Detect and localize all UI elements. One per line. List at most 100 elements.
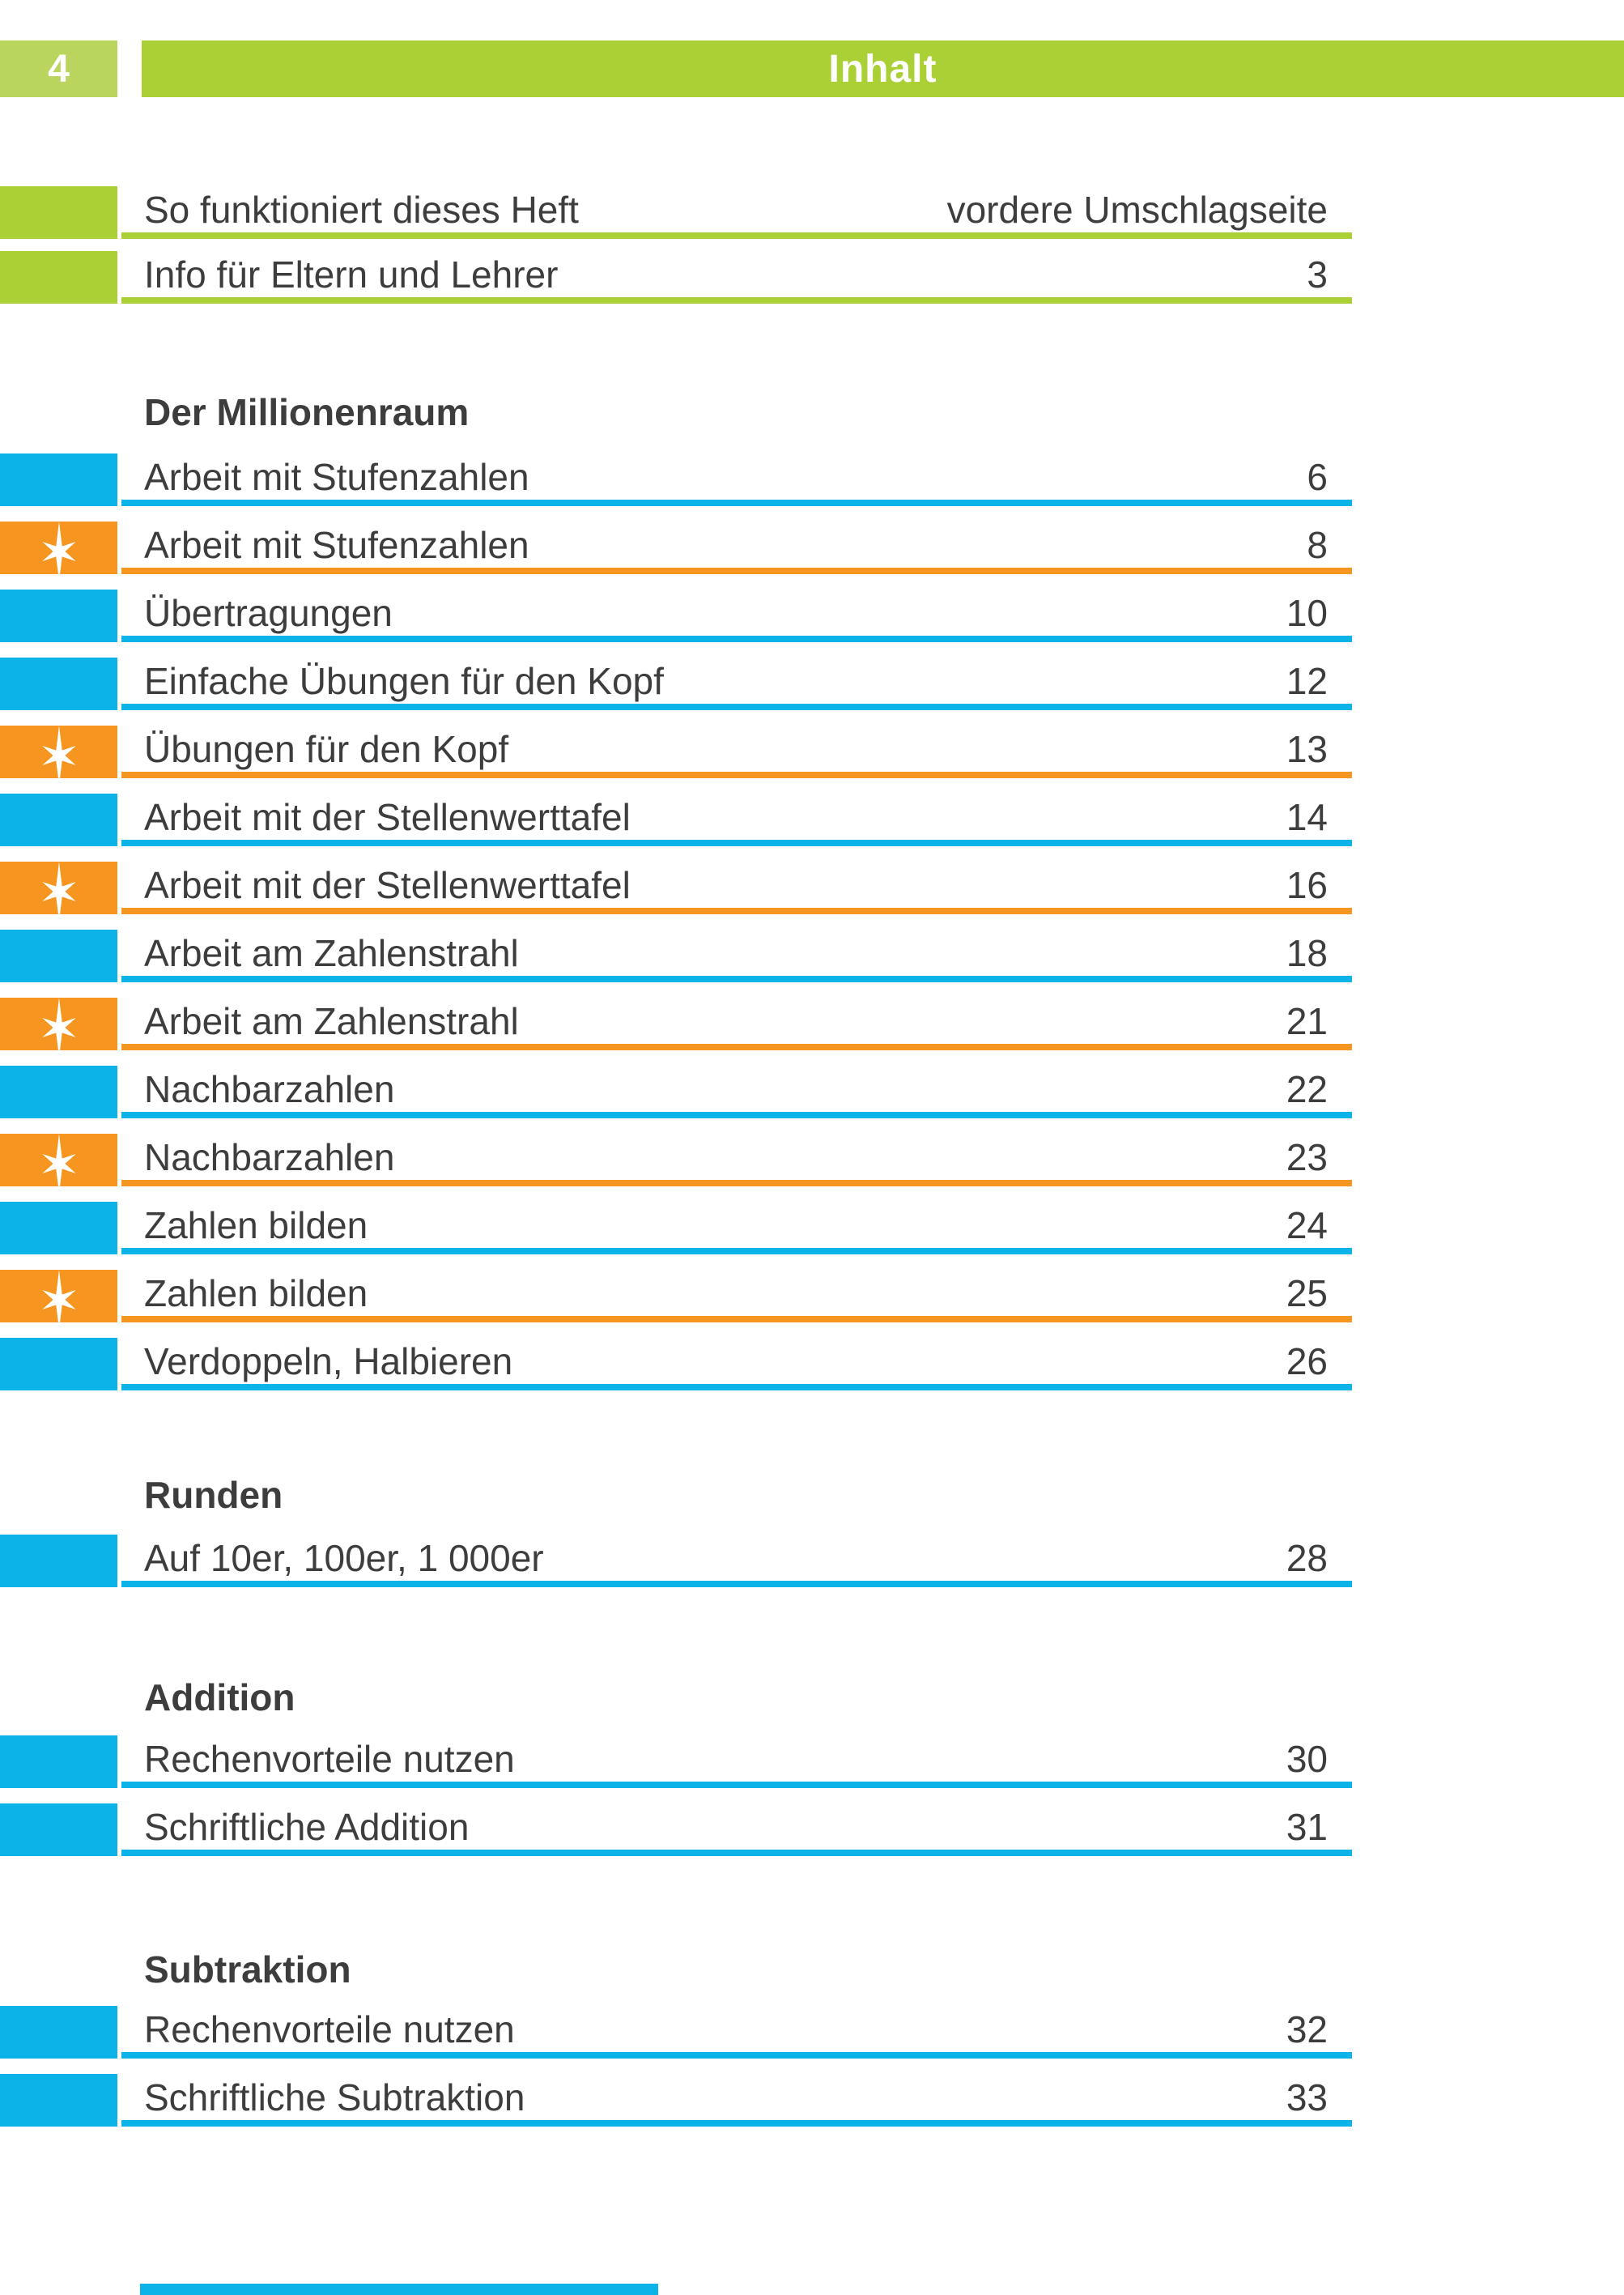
row-page-number: 21 [1286, 999, 1328, 1042]
row-page-number: 28 [1286, 1536, 1328, 1579]
row-page-number: 12 [1286, 659, 1328, 702]
toc-row: Nachbarzahlen 23 [0, 1134, 1352, 1194]
row-marker [0, 522, 117, 581]
row-title: Rechenvorteile nutzen [144, 1737, 515, 1780]
toc-row: Arbeit am Zahlenstrahl 18 [0, 930, 1352, 982]
star-icon [41, 862, 76, 922]
row-marker [0, 1735, 117, 1788]
row-page-number: 13 [1286, 727, 1328, 770]
star-icon [41, 1134, 76, 1194]
toc-row: Verdoppeln, Halbieren 26 [0, 1338, 1352, 1390]
star-icon [41, 998, 76, 1058]
row-page-number: 26 [1286, 1339, 1328, 1382]
row-marker [0, 862, 117, 922]
toc-row: Rechenvorteile nutzen 32 [0, 2006, 1352, 2059]
row-page-number: 3 [1307, 253, 1328, 296]
row-marker [0, 1338, 117, 1390]
row-page-number: 25 [1286, 1271, 1328, 1314]
row-page-number: 24 [1286, 1203, 1328, 1246]
row-title: Zahlen bilden [144, 1203, 368, 1246]
row-title: Einfache Übungen für den Kopf [144, 659, 664, 702]
toc-row: Auf 10er, 100er, 1 000er 28 [0, 1535, 1352, 1587]
row-page-number: 33 [1286, 2076, 1328, 2118]
row-marker [0, 1535, 117, 1587]
row-marker [0, 726, 117, 786]
cutoff-row-marker [140, 2284, 658, 2295]
row-title: Verdoppeln, Halbieren [144, 1339, 513, 1382]
toc-row: Arbeit am Zahlenstrahl 21 [0, 998, 1352, 1058]
toc-row: Zahlen bilden 25 [0, 1270, 1352, 1330]
row-page-number: 6 [1307, 455, 1328, 498]
toc-row: Arbeit mit Stufenzahlen 6 [0, 453, 1352, 506]
row-title: Arbeit am Zahlenstrahl [144, 999, 519, 1042]
row-page-number: vordere Umschlagseite [946, 188, 1328, 231]
row-marker [0, 590, 117, 642]
row-title: Rechenvorteile nutzen [144, 2008, 515, 2050]
row-title: So funktioniert dieses Heft [144, 188, 579, 231]
star-icon [41, 522, 76, 581]
row-page-number: 10 [1286, 591, 1328, 634]
toc-row: Nachbarzahlen 22 [0, 1066, 1352, 1118]
section-heading: Runden [144, 1474, 283, 1516]
row-page-number: 16 [1286, 863, 1328, 906]
toc-row: Arbeit mit der Stellenwerttafel 16 [0, 862, 1352, 922]
page-number-box: 4 [0, 40, 117, 97]
toc-row: Info für Eltern und Lehrer 3 [0, 251, 1352, 304]
toc-row: Arbeit mit Stufenzahlen 8 [0, 522, 1352, 581]
page-number: 4 [48, 47, 70, 91]
toc-row: Schriftliche Subtraktion 33 [0, 2074, 1352, 2127]
toc-row: Übertragungen 10 [0, 590, 1352, 642]
star-icon [41, 726, 76, 786]
row-page-number: 30 [1286, 1737, 1328, 1780]
row-marker [0, 2074, 117, 2127]
row-title: Zahlen bilden [144, 1271, 368, 1314]
toc: So funktioniert dieses Heft vordere Umsc… [0, 186, 1352, 2142]
row-marker [0, 1202, 117, 1254]
row-title: Arbeit mit Stufenzahlen [144, 455, 529, 498]
toc-row: Schriftliche Addition 31 [0, 1803, 1352, 1856]
row-page-number: 14 [1286, 795, 1328, 838]
section-heading: Der Millionenraum [144, 391, 470, 433]
row-page-number: 18 [1286, 931, 1328, 974]
row-page-number: 31 [1286, 1805, 1328, 1848]
row-title: Auf 10er, 100er, 1 000er [144, 1536, 544, 1579]
toc-row: Übungen für den Kopf 13 [0, 726, 1352, 786]
row-title: Übungen für den Kopf [144, 727, 509, 770]
header-bar: Inhalt [142, 40, 1624, 97]
row-title: Schriftliche Subtraktion [144, 2076, 525, 2118]
toc-row: Einfache Übungen für den Kopf 12 [0, 658, 1352, 710]
row-page-number: 22 [1286, 1067, 1328, 1110]
row-marker [0, 251, 117, 304]
toc-row: Zahlen bilden 24 [0, 1202, 1352, 1254]
row-title: Nachbarzahlen [144, 1135, 395, 1178]
row-marker [0, 1803, 117, 1856]
row-title: Arbeit mit der Stellenwerttafel [144, 863, 631, 906]
section-heading: Addition [144, 1676, 295, 1718]
row-title: Schriftliche Addition [144, 1805, 470, 1848]
row-marker [0, 658, 117, 710]
row-title: Arbeit mit Stufenzahlen [144, 523, 529, 566]
row-marker [0, 1270, 117, 1330]
row-title: Übertragungen [144, 591, 393, 634]
row-marker [0, 453, 117, 506]
row-title: Arbeit mit der Stellenwerttafel [144, 795, 631, 838]
row-marker [0, 186, 117, 239]
row-title: Arbeit am Zahlenstrahl [144, 931, 519, 974]
page-title: Inhalt [828, 47, 937, 91]
row-page-number: 32 [1286, 2008, 1328, 2050]
toc-row: Rechenvorteile nutzen 30 [0, 1735, 1352, 1788]
row-title: Nachbarzahlen [144, 1067, 395, 1110]
row-marker [0, 998, 117, 1058]
toc-row: Arbeit mit der Stellenwerttafel 14 [0, 794, 1352, 846]
section-heading: Subtraktion [144, 1948, 351, 1991]
toc-row: So funktioniert dieses Heft vordere Umsc… [0, 186, 1352, 239]
row-page-number: 23 [1286, 1135, 1328, 1178]
row-marker [0, 2006, 117, 2059]
star-icon [41, 1270, 76, 1330]
row-marker [0, 930, 117, 982]
row-marker [0, 794, 117, 846]
row-page-number: 8 [1307, 523, 1328, 566]
row-marker [0, 1066, 117, 1118]
row-marker [0, 1134, 117, 1194]
row-title: Info für Eltern und Lehrer [144, 253, 559, 296]
